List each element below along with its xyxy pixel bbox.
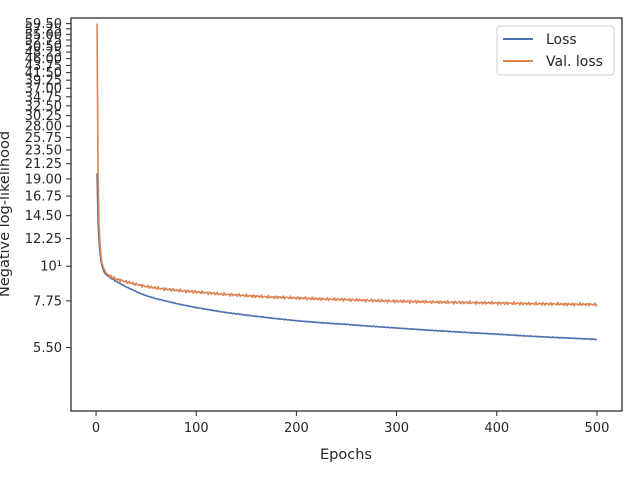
y-tick-label: 14.50 [25, 209, 62, 224]
y-tick-label: 19.00 [25, 172, 62, 187]
y-tick-label: 12.25 [25, 232, 62, 247]
y-tick-label: 43.75 [25, 59, 62, 74]
y-tick-label: 21.25 [25, 157, 62, 172]
y-tick-label: 28.00 [25, 120, 62, 135]
y-tick-label: 7.75 [33, 294, 62, 309]
x-tick-label: 400 [484, 421, 509, 436]
y-axis-label: Negative log-likelihood [0, 131, 13, 297]
y-tick-label: 37.00 [25, 82, 62, 97]
y-tick-label: 34.75 [25, 90, 62, 105]
series-line-loss [96, 173, 598, 341]
plot-frame [70, 17, 623, 412]
x-tick-label: 0 [92, 421, 100, 436]
y-tick-label: 32.50 [25, 99, 62, 114]
x-axis-label: Epochs [320, 447, 372, 463]
y-tick-label: 46.00 [25, 52, 62, 67]
y-tick-label: 48.25 [25, 46, 62, 61]
series-line-val-loss [96, 23, 598, 307]
y-axis: 5.50 7.75 10¹ 12.25 14.50 16.75 19.0021.2523.5… [25, 17, 71, 356]
y-tick-label: 25.75 [25, 131, 62, 146]
y-tick-label: 16.75 [25, 190, 62, 205]
y-tick-label: 59.50 [25, 17, 62, 32]
y-tick-label: 5.50 [33, 341, 62, 356]
y-tick-label: 23.50 [25, 143, 62, 158]
x-tick-label: 100 [184, 421, 209, 436]
x-tick-label: 500 [585, 421, 610, 436]
y-tick-label: 57.25 [25, 22, 62, 37]
series-layer [96, 23, 598, 341]
y-tick-label: 55.00 [25, 28, 62, 43]
x-tick-label: 300 [384, 421, 409, 436]
y-tick-label: 41.50 [25, 66, 62, 81]
y-tick-label: 30.25 [25, 109, 62, 124]
y-tick-label: 50.50 [25, 39, 62, 54]
legend-label-val-loss: Val. loss [546, 54, 603, 70]
x-axis: 0 100 200 300 400 500 [92, 411, 609, 436]
y-tick-label: 10¹ [40, 260, 62, 275]
y-tick-label: 39.25 [25, 74, 62, 89]
legend: Loss Val. loss [496, 25, 615, 76]
x-tick-label: 200 [284, 421, 309, 436]
y-tick-label: 52.75 [25, 33, 62, 48]
legend-label-loss: Loss [546, 32, 577, 48]
